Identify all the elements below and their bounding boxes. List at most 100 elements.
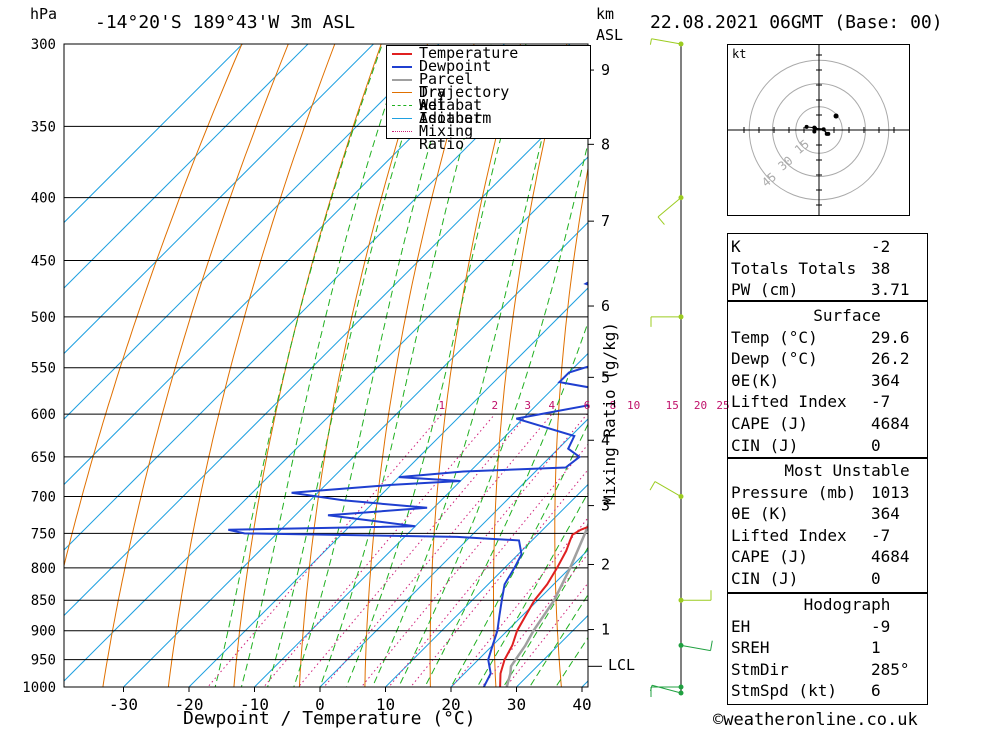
pressure-tick: 750 <box>31 526 56 542</box>
index-value: 0 <box>871 568 881 588</box>
index-label: PW (cm) <box>731 280 799 300</box>
mixing-ratio-line <box>207 413 443 687</box>
mixing-ratio-line <box>481 553 588 687</box>
surface-row-thetae: θE(K) 364 <box>727 370 967 392</box>
km-tick: 2 <box>601 555 610 573</box>
mixing-ratio-line <box>505 582 588 687</box>
surface-title: Surface <box>813 306 881 325</box>
temperature-tick: -20 <box>175 695 204 714</box>
legend-swatch <box>392 79 412 81</box>
legend-swatch <box>392 105 412 106</box>
hodograph-unit: kt <box>732 47 746 61</box>
pressure-tick: 300 <box>31 37 56 53</box>
index-value: 6 <box>871 681 881 701</box>
km-tick: 9 <box>601 61 610 79</box>
index-value: 285° <box>871 659 910 679</box>
temperature-tick: 0 <box>315 695 325 714</box>
index-label: CAPE (J) <box>731 413 809 433</box>
legend-swatch <box>392 66 412 68</box>
lcl-label: LCL <box>608 656 636 674</box>
isotherm-line <box>450 549 588 687</box>
mu-row-cape: CAPE (J) 4684 <box>727 546 967 568</box>
wind-barb-staff <box>657 197 682 218</box>
mixing-ratio-label: 10 <box>627 399 640 412</box>
wet-adiabat-line <box>240 44 407 687</box>
pressure-tick: 600 <box>31 407 56 423</box>
legend-label: Parcel Trajectory <box>419 70 510 101</box>
mixing-ratio-lines <box>207 413 588 687</box>
wind-barb-half-flag <box>649 38 652 45</box>
index-value: 3.71 <box>871 280 910 300</box>
isotherm-line <box>188 287 588 687</box>
index-label: Dewp (°C) <box>731 349 818 369</box>
copyright-link[interactable]: ©weatheronline.co.uk <box>713 710 918 730</box>
parcel-trajectory <box>505 521 588 687</box>
isotherm-line <box>253 352 588 687</box>
mixing-ratio-label: 1 <box>439 399 446 412</box>
dry-adiabat-line <box>984 0 1000 713</box>
wind-barb-flag <box>649 481 656 491</box>
index-value: 4684 <box>871 413 910 433</box>
dry-adiabat-line <box>102 44 289 687</box>
index-label: θE(K) <box>731 370 780 390</box>
index-value: 29.6 <box>871 327 910 347</box>
legend-label: Temperature <box>419 44 519 62</box>
mixing-ratio-label: 3 <box>524 399 531 412</box>
hodo-row-stmdir: StmDir 285° <box>727 659 967 681</box>
hodograph-point <box>812 125 817 130</box>
mixing-ratio-label: 15 <box>666 399 679 412</box>
x-axis-title: Dewpoint / Temperature (°C) <box>183 708 476 729</box>
mixing-ratio-line <box>360 413 588 687</box>
hodograph-point <box>826 131 831 136</box>
index-value: 38 <box>871 258 891 278</box>
wet-adiabat-line <box>345 44 527 687</box>
km-tick: 3 <box>601 497 610 515</box>
isotherm-line <box>64 44 244 224</box>
index-label: Pressure (mb) <box>731 482 857 502</box>
height-km-ticks: 9 8 7 6 5 4 3 2 1 <box>588 61 610 667</box>
index-value: 1013 <box>871 482 910 502</box>
mixing-ratio-line <box>297 413 529 687</box>
wind-barb-flag <box>657 216 665 225</box>
legend-label: Dewpoint <box>419 57 492 75</box>
wind-barb-staff <box>654 481 682 497</box>
surface-row-cin: CIN (J) 0 <box>727 435 967 457</box>
index-box-most-unstable <box>727 458 928 593</box>
index-table-hodograph: Hodograph EH -9 SREH 1 StmDir 285° StmSpd (… <box>727 594 967 702</box>
asl-axis-unit: ASL <box>596 26 624 44</box>
index-label: CAPE (J) <box>731 547 809 567</box>
index-label: CIN (J) <box>731 435 799 455</box>
legend-label: Wet Adiabat <box>419 96 483 127</box>
km-tick: 8 <box>601 135 610 153</box>
wind-barb-staff <box>651 38 682 45</box>
temperature-tick: 10 <box>376 695 395 714</box>
wind-barb-staff <box>651 684 682 694</box>
index-label: CIN (J) <box>731 568 799 588</box>
pressure-tick: 500 <box>31 310 56 326</box>
km-axis-unit: km <box>596 5 615 23</box>
index-box-hodograph <box>727 593 928 705</box>
hodograph-point <box>812 129 817 134</box>
wind-barb-staff <box>680 644 711 652</box>
km-tick: 1 <box>601 621 610 639</box>
isotherm-line <box>64 44 375 355</box>
pressure-tick: 1000 <box>22 680 56 696</box>
pressure-tick: 900 <box>31 624 56 640</box>
hodograph-title: Hodograph <box>803 595 891 614</box>
mixing-ratio-line <box>323 413 553 687</box>
dry-adiabat-line <box>614 0 682 713</box>
temperature-tick: 20 <box>441 695 460 714</box>
pressure-tick: 850 <box>31 593 56 609</box>
mu-row-cin: CIN (J) 0 <box>727 568 967 590</box>
index-value: -9 <box>871 616 891 636</box>
index-value: 364 <box>871 504 900 524</box>
mixing-ratio-label: 4 <box>548 399 555 412</box>
dry-adiabat-line <box>672 0 726 713</box>
legend-swatch <box>392 92 412 93</box>
pressure-tick: 800 <box>31 561 56 577</box>
surface-row-li: Lifted Index -7 <box>727 391 967 413</box>
index-table-top: K -2 Totals Totals 38 PW (cm) 3.71 <box>727 236 967 301</box>
mu-row-pressure: Pressure (mb) 1013 <box>727 482 967 504</box>
hodograph-chart: kt 15 30 45 <box>727 44 910 216</box>
mu-row-thetae: θE (K) 364 <box>727 503 967 525</box>
